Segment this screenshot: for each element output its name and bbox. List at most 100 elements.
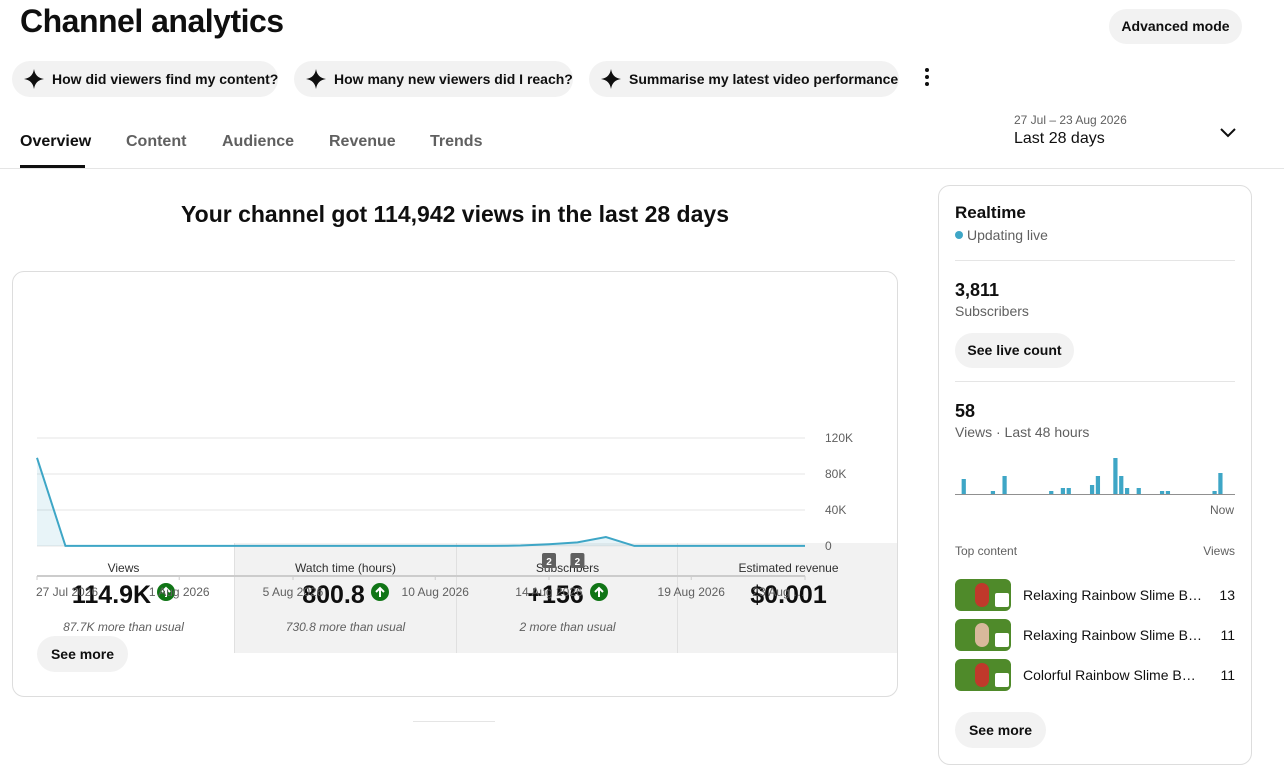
realtime-status: Updating live	[967, 227, 1048, 243]
x-tick-label: 1 Aug 2026	[149, 585, 210, 599]
bar	[961, 479, 966, 494]
sparkle-icon	[601, 69, 621, 89]
overview-card: Views 114.9K 87.7K more than usual Watch…	[12, 271, 898, 697]
content-row[interactable]: Relaxing Rainbow Slime B… 13	[955, 579, 1235, 611]
prompt-chip[interactable]: How did viewers find my content?	[12, 61, 278, 97]
realtime-title: Realtime	[955, 203, 1026, 222]
date-range-label[interactable]: Last 28 days	[1014, 130, 1105, 147]
views-count: 58	[955, 401, 976, 421]
x-tick-label: 14 Aug 2026	[515, 585, 583, 599]
prompt-chip[interactable]: How many new viewers did I reach?	[294, 61, 573, 97]
x-tick-label: 10 Aug 2026	[402, 585, 470, 599]
up-icon	[589, 583, 608, 601]
subscriber-count: 3,811	[955, 280, 1000, 300]
realtime-chart	[955, 458, 1235, 495]
prompt-text: How did viewers find my content?	[52, 71, 279, 87]
metric-value-text: $0.001	[750, 581, 827, 609]
y-tick-label: 120K	[825, 431, 853, 445]
x-tick-label: 19 Aug 2026	[658, 585, 726, 599]
page-title: Channel analytics	[20, 3, 284, 39]
divider	[0, 168, 1284, 169]
prompt-text: Summarise my latest video performance	[629, 71, 899, 87]
see-more-button[interactable]: See more	[955, 712, 1046, 748]
bar	[1159, 491, 1165, 494]
y-tick-label: 40K	[825, 503, 846, 517]
date-range: 27 Jul – 23 Aug 2026	[1014, 113, 1127, 127]
content-title: Colorful Rainbow Slime B…	[1023, 667, 1196, 683]
sparkle-icon	[306, 69, 326, 89]
metric-tab[interactable]: Subscribers +156 2 more than usual	[456, 543, 678, 653]
tab[interactable]: Overview	[20, 133, 92, 150]
more-menu[interactable]	[920, 67, 934, 87]
area	[37, 457, 805, 546]
see-more-button[interactable]: See more	[37, 636, 128, 672]
x-tick-label: 27 Jul 2026	[36, 585, 98, 599]
y-tick-label: 80K	[825, 467, 846, 481]
metric-label: Views	[107, 561, 140, 575]
bar	[1165, 491, 1171, 494]
divider	[955, 260, 1235, 261]
metric-note: 2 more than usual	[519, 620, 616, 634]
see-live-count-button[interactable]: See live count	[955, 333, 1074, 368]
bar	[1066, 488, 1071, 494]
top-content-title: Top content	[955, 544, 1018, 558]
metric-tab[interactable]: Estimated revenue $0.001	[677, 543, 897, 653]
bar	[1113, 458, 1118, 494]
up-icon	[157, 583, 176, 601]
metric-value-text: 114.9K	[71, 581, 152, 609]
metric-note: 87.7K more than usual	[63, 620, 184, 634]
bar	[1002, 476, 1007, 494]
annotation-marker	[542, 553, 556, 568]
bar	[1218, 473, 1223, 494]
divider	[413, 721, 495, 722]
bar	[1124, 488, 1130, 494]
metric-value: 800.8	[235, 581, 456, 610]
annotation-label: 2	[546, 557, 552, 568]
content-views: 11	[1220, 627, 1235, 643]
tab[interactable]: Trends	[430, 133, 483, 150]
prompt-chip[interactable]: Summarise my latest video performance	[589, 61, 899, 97]
bar	[1089, 485, 1095, 494]
annotation-marker	[570, 553, 585, 568]
metric-note: 730.8 more than usual	[285, 620, 406, 634]
divider	[955, 381, 1235, 382]
content-row[interactable]: Relaxing Rainbow Slime B… 11	[955, 619, 1235, 651]
tab[interactable]: Audience	[222, 133, 295, 150]
bar	[1049, 491, 1054, 494]
tab[interactable]: Revenue	[329, 133, 396, 150]
metric-tab[interactable]: Views 114.9K 87.7K more than usual	[13, 543, 234, 653]
x-tick-label: 5 Aug 2026	[263, 585, 324, 599]
top-content-column: Views	[1203, 544, 1235, 558]
prompt-text: How many new viewers did I reach?	[334, 71, 573, 87]
sparkle-icon	[24, 69, 44, 89]
content-row[interactable]: Colorful Rainbow Slime B… 11	[955, 659, 1235, 691]
y-tick-label: 0	[825, 539, 832, 553]
content-views: 13	[1219, 587, 1235, 603]
line	[36, 457, 805, 547]
content-views: 11	[1220, 667, 1235, 683]
chevron-down[interactable]	[1219, 126, 1237, 140]
metric-tab[interactable]: Watch time (hours) 800.8 730.8 more than…	[234, 543, 456, 653]
advanced-mode-button[interactable]: Advanced mode	[1109, 9, 1242, 44]
metric-label: Watch time (hours)	[295, 561, 396, 575]
content-title: Relaxing Rainbow Slime B…	[1023, 627, 1202, 643]
metric-value: $0.001	[678, 581, 897, 610]
annotation-label: 2	[575, 557, 581, 568]
tab-underline	[20, 165, 85, 168]
metric-value-text: +156	[527, 581, 584, 609]
up-icon	[370, 583, 389, 601]
x-tick-label: 23 Aug …	[752, 585, 805, 599]
metric-value: 114.9K	[13, 581, 234, 610]
subscriber-label: Subscribers	[955, 303, 1029, 319]
bar	[990, 491, 996, 494]
live-dot	[955, 231, 963, 239]
thumbnail	[955, 619, 1011, 651]
bar	[1095, 476, 1101, 494]
bar	[1119, 476, 1124, 494]
bar	[1136, 488, 1141, 494]
thumbnail	[955, 579, 1011, 611]
thumbnail	[955, 659, 1011, 691]
bar	[1212, 491, 1217, 494]
tab[interactable]: Content	[126, 133, 187, 150]
